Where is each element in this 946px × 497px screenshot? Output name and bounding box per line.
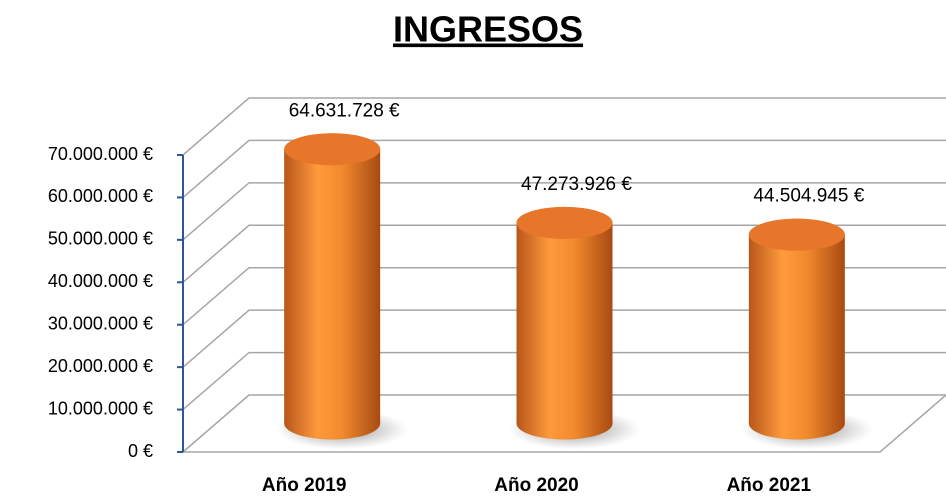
y-tick-label: 0 € <box>128 441 153 461</box>
y-tick-label: 20.000.000 € <box>48 356 153 376</box>
x-tick-label: Año 2021 <box>727 475 812 496</box>
value-label: 44.504.945 € <box>753 186 864 207</box>
grid-line <box>182 351 946 411</box>
grid-line <box>182 309 946 368</box>
chart-title: INGRESOS <box>393 9 583 50</box>
grid-line <box>182 97 946 156</box>
value-label: 64.631.728 € <box>289 100 400 121</box>
y-tick-label: 60.000.000 € <box>48 186 153 206</box>
x-tick-label: Año 2019 <box>262 475 346 496</box>
floor <box>183 394 946 453</box>
bar-top <box>748 218 845 251</box>
value-label: 47.273.926 € <box>521 174 632 195</box>
grid-line <box>182 266 946 326</box>
bar-top <box>284 133 381 166</box>
y-tick-label: 30.000.000 € <box>48 313 153 333</box>
bar <box>284 133 381 440</box>
x-tick-label: Año 2020 <box>494 475 578 496</box>
grid-line <box>182 182 946 241</box>
y-tick-label: 40.000.000 € <box>48 271 153 291</box>
bar-top <box>516 206 613 239</box>
y-tick-label: 70.000.000 € <box>48 144 153 164</box>
grid-line <box>182 394 946 453</box>
y-tick-label: 10.000.000 € <box>48 398 153 418</box>
y-tick-label: 50.000.000 € <box>48 229 153 249</box>
bar <box>516 206 613 440</box>
grid-line <box>182 224 946 283</box>
grid-line <box>182 139 946 198</box>
bar <box>748 218 845 440</box>
